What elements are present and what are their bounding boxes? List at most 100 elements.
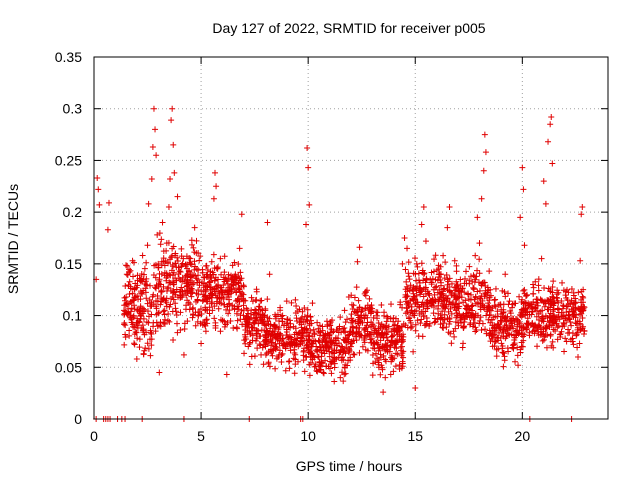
data-point xyxy=(286,358,293,365)
data-point xyxy=(305,344,312,351)
data-point xyxy=(440,320,447,327)
data-point xyxy=(282,367,289,374)
data-point xyxy=(311,363,318,370)
data-point xyxy=(420,285,427,292)
data-point xyxy=(278,358,285,365)
data-point xyxy=(186,255,193,262)
data-point xyxy=(209,290,216,297)
data-point xyxy=(343,335,350,342)
data-point xyxy=(240,283,247,290)
data-point xyxy=(396,327,403,334)
data-point xyxy=(514,352,521,359)
data-point xyxy=(204,267,211,274)
data-point xyxy=(573,332,580,339)
data-point xyxy=(460,340,467,347)
data-point xyxy=(352,318,359,325)
data-point xyxy=(559,279,566,286)
data-point xyxy=(182,261,189,268)
data-point xyxy=(316,363,323,370)
data-point xyxy=(266,271,273,278)
data-point xyxy=(94,175,101,182)
data-point xyxy=(168,117,175,124)
data-point xyxy=(416,279,423,286)
data-point xyxy=(370,344,377,351)
data-point xyxy=(465,295,472,302)
data-point xyxy=(169,252,176,259)
data-point xyxy=(481,131,488,138)
data-point xyxy=(407,309,414,316)
data-point xyxy=(566,315,573,322)
data-point xyxy=(549,338,556,345)
data-point xyxy=(341,364,348,371)
data-point xyxy=(399,260,406,267)
data-point xyxy=(540,318,547,325)
data-point xyxy=(310,340,317,347)
data-point xyxy=(246,327,253,334)
data-point xyxy=(209,307,216,314)
data-point xyxy=(204,283,211,290)
data-point xyxy=(257,297,264,304)
data-point xyxy=(472,310,479,317)
data-point xyxy=(233,281,240,288)
x-tick-label: 0 xyxy=(90,428,98,444)
data-point xyxy=(476,317,483,324)
data-point xyxy=(354,306,361,313)
data-point xyxy=(472,293,479,300)
data-point xyxy=(560,287,567,294)
x-axis-label: GPS time / hours xyxy=(296,458,403,474)
data-point xyxy=(545,300,552,307)
data-point xyxy=(394,322,401,329)
data-point xyxy=(251,325,258,332)
data-point xyxy=(148,311,155,318)
data-point xyxy=(418,260,425,267)
data-point xyxy=(351,351,358,358)
data-point xyxy=(291,342,298,349)
data-point xyxy=(382,374,389,381)
data-point xyxy=(211,277,218,284)
data-point xyxy=(193,266,200,273)
data-point xyxy=(367,309,374,316)
data-point xyxy=(138,289,145,296)
data-point xyxy=(428,279,435,286)
data-point xyxy=(502,293,509,300)
data-point xyxy=(170,281,177,288)
data-point xyxy=(306,372,313,379)
data-point xyxy=(254,335,261,342)
data-point xyxy=(362,333,369,340)
data-point xyxy=(169,105,176,112)
data-point xyxy=(550,326,557,333)
data-point xyxy=(126,332,133,339)
data-point xyxy=(402,310,409,317)
data-point xyxy=(476,320,483,327)
data-point xyxy=(264,219,271,226)
data-point xyxy=(453,268,460,275)
data-point xyxy=(283,298,290,305)
data-point xyxy=(144,340,151,347)
data-point xyxy=(392,341,399,348)
data-point xyxy=(549,289,556,296)
data-point xyxy=(431,319,438,326)
data-point xyxy=(526,329,533,336)
data-point xyxy=(281,322,288,329)
data-point xyxy=(417,320,424,327)
data-point xyxy=(129,257,136,264)
data-point xyxy=(516,293,523,300)
data-point xyxy=(456,300,463,307)
data-point xyxy=(315,337,322,344)
data-point xyxy=(426,292,433,299)
data-point xyxy=(160,283,167,290)
data-point xyxy=(292,296,299,303)
data-point xyxy=(269,347,276,354)
data-point xyxy=(185,268,192,275)
data-point xyxy=(375,341,382,348)
data-point xyxy=(568,322,575,329)
data-point xyxy=(377,371,384,378)
data-point xyxy=(144,308,151,315)
data-point xyxy=(174,320,181,327)
data-point xyxy=(290,323,297,330)
data-point xyxy=(166,279,173,286)
data-point xyxy=(374,355,381,362)
data-point xyxy=(122,334,129,341)
data-point xyxy=(550,319,557,326)
data-point xyxy=(356,349,363,356)
